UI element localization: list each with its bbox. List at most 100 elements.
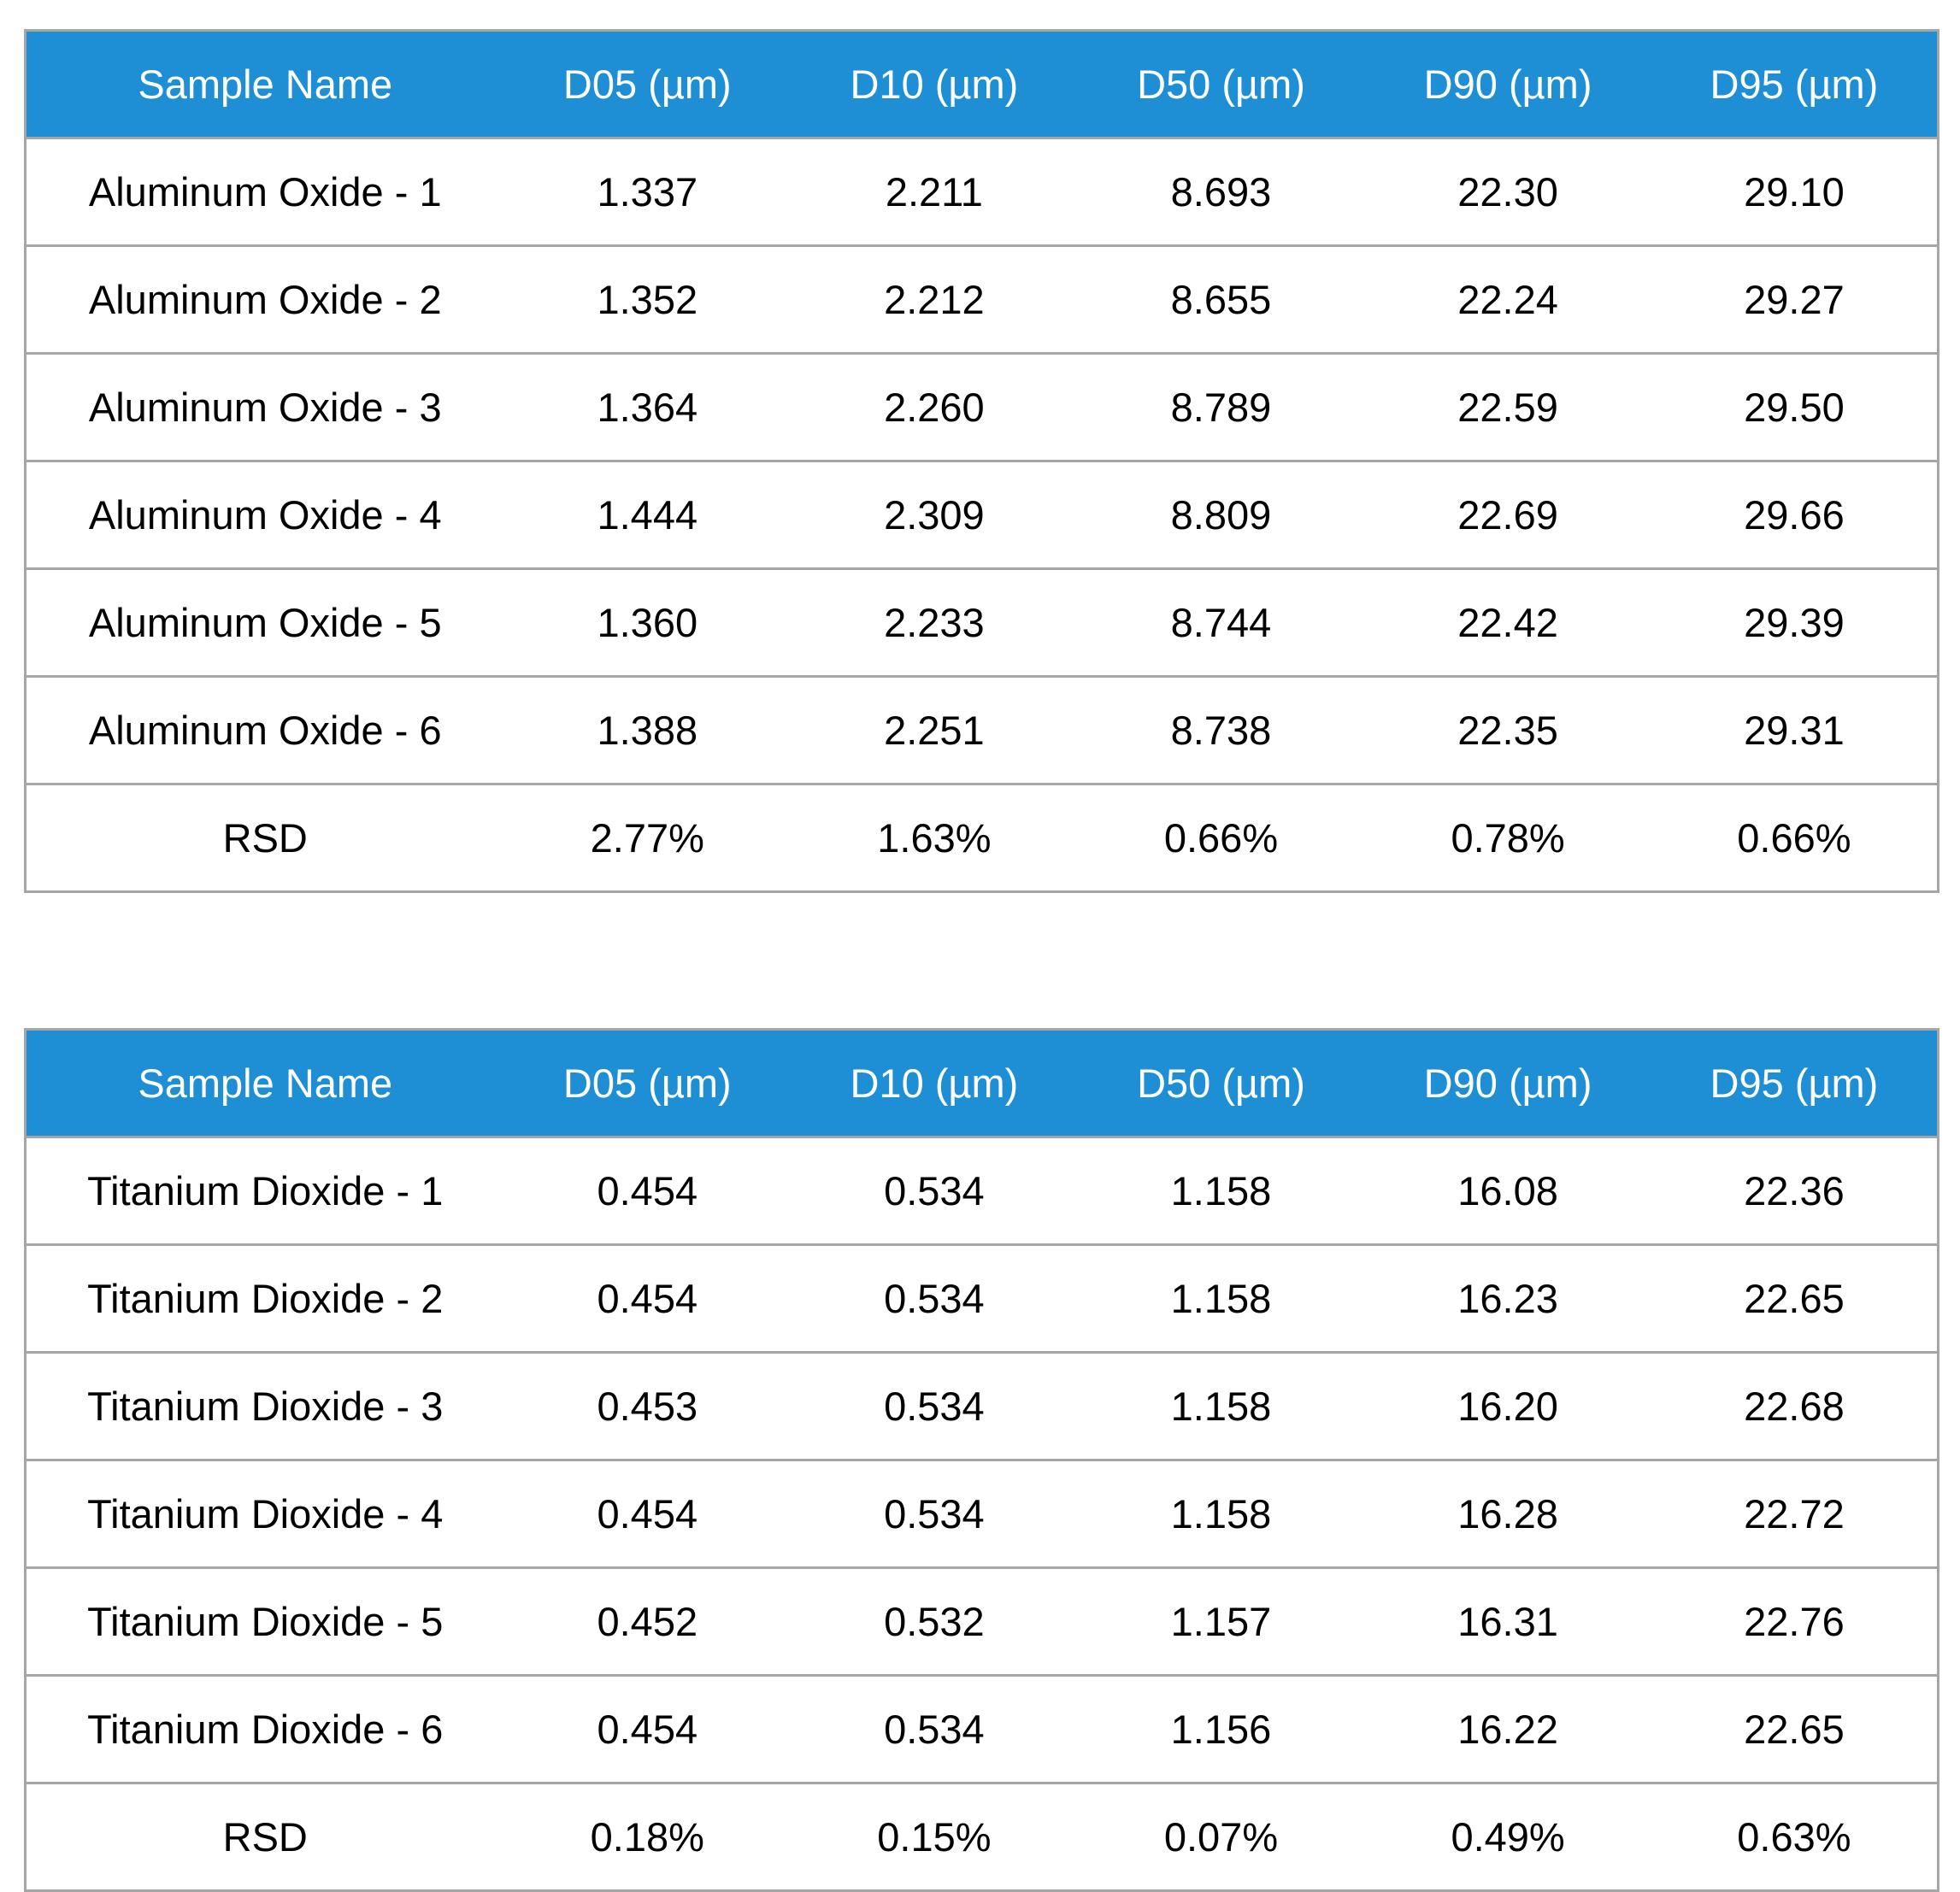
cell-rsd-d90: 0.78% [1364, 783, 1651, 892]
aluminum-oxide-table: Sample Name D05 (µm) D10 (µm) D50 (µm) D… [24, 29, 1939, 893]
cell-sample-name: Aluminum Oxide - 3 [25, 352, 504, 461]
cell-d90: 22.30 [1364, 137, 1651, 246]
cell-d10: 0.534 [791, 1351, 1078, 1460]
cell-sample-name: Aluminum Oxide - 2 [25, 244, 504, 354]
header-d95: D95 (µm) [1651, 1029, 1939, 1137]
cell-d95: 22.36 [1651, 1136, 1939, 1245]
header-d10: D10 (µm) [791, 30, 1078, 138]
cell-d95: 29.31 [1651, 675, 1939, 784]
table-row: Titanium Dioxide - 3 0.453 0.534 1.158 1… [25, 1351, 1939, 1460]
cell-d95: 29.10 [1651, 137, 1939, 246]
cell-d10: 2.211 [791, 137, 1078, 246]
cell-d05: 1.388 [503, 675, 792, 784]
header-d90: D90 (µm) [1364, 30, 1651, 138]
cell-d50: 8.655 [1077, 244, 1365, 354]
table-row: Titanium Dioxide - 2 0.454 0.534 1.158 1… [25, 1243, 1939, 1353]
cell-d50: 8.789 [1077, 352, 1365, 461]
table-row: Titanium Dioxide - 1 0.454 0.534 1.158 1… [25, 1136, 1939, 1245]
cell-d95: 29.50 [1651, 352, 1939, 461]
cell-d90: 16.20 [1364, 1351, 1651, 1460]
header-d90: D90 (µm) [1364, 1029, 1651, 1137]
cell-d95: 22.68 [1651, 1351, 1939, 1460]
cell-sample-name: Titanium Dioxide - 3 [25, 1351, 504, 1460]
table-row: Aluminum Oxide - 5 1.360 2.233 8.744 22.… [25, 567, 1939, 677]
table-row: Titanium Dioxide - 6 0.454 0.534 1.156 1… [25, 1674, 1939, 1783]
cell-d05: 0.453 [503, 1351, 792, 1460]
cell-d05: 1.364 [503, 352, 792, 461]
cell-d95: 22.72 [1651, 1459, 1939, 1568]
cell-rsd-d05: 2.77% [503, 783, 792, 892]
header-d95: D95 (µm) [1651, 30, 1939, 138]
header-d50: D50 (µm) [1077, 30, 1365, 138]
cell-d50: 1.158 [1077, 1243, 1365, 1353]
cell-d10: 0.534 [791, 1459, 1078, 1568]
cell-d05: 1.352 [503, 244, 792, 354]
cell-d10: 0.534 [791, 1243, 1078, 1353]
cell-d05: 0.452 [503, 1566, 792, 1676]
cell-d90: 16.23 [1364, 1243, 1651, 1353]
cell-d10: 0.534 [791, 1136, 1078, 1245]
cell-d50: 1.157 [1077, 1566, 1365, 1676]
cell-d05: 1.337 [503, 137, 792, 246]
header-sample-name: Sample Name [25, 30, 504, 138]
cell-sample-name: Aluminum Oxide - 5 [25, 567, 504, 677]
cell-sample-name: Aluminum Oxide - 4 [25, 460, 504, 569]
cell-d50: 8.693 [1077, 137, 1365, 246]
header-d10: D10 (µm) [791, 1029, 1078, 1137]
cell-d10: 2.260 [791, 352, 1078, 461]
cell-sample-name: Aluminum Oxide - 6 [25, 675, 504, 784]
header-d50: D50 (µm) [1077, 1029, 1365, 1137]
cell-d90: 16.31 [1364, 1566, 1651, 1676]
cell-d90: 16.08 [1364, 1136, 1651, 1245]
cell-d50: 1.158 [1077, 1351, 1365, 1460]
cell-d50: 1.156 [1077, 1674, 1365, 1783]
cell-d10: 0.534 [791, 1674, 1078, 1783]
cell-d50: 8.744 [1077, 567, 1365, 677]
cell-sample-name: Titanium Dioxide - 1 [25, 1136, 504, 1245]
cell-rsd-d50: 0.07% [1077, 1782, 1365, 1891]
table-row: Aluminum Oxide - 6 1.388 2.251 8.738 22.… [25, 675, 1939, 784]
cell-d05: 1.360 [503, 567, 792, 677]
cell-d90: 22.24 [1364, 244, 1651, 354]
header-d05: D05 (µm) [503, 30, 792, 138]
cell-d90: 22.42 [1364, 567, 1651, 677]
header-sample-name: Sample Name [25, 1029, 504, 1137]
cell-rsd-d90: 0.49% [1364, 1782, 1651, 1891]
cell-d10: 2.251 [791, 675, 1078, 784]
cell-d95: 29.66 [1651, 460, 1939, 569]
cell-d10: 2.212 [791, 244, 1078, 354]
header-d05: D05 (µm) [503, 1029, 792, 1137]
cell-d95: 29.27 [1651, 244, 1939, 354]
cell-sample-name: Titanium Dioxide - 2 [25, 1243, 504, 1353]
table-row: Aluminum Oxide - 1 1.337 2.211 8.693 22.… [25, 137, 1939, 246]
cell-d50: 1.158 [1077, 1136, 1365, 1245]
cell-d10: 0.532 [791, 1566, 1078, 1676]
cell-d95: 22.65 [1651, 1243, 1939, 1353]
table-header-row: Sample Name D05 (µm) D10 (µm) D50 (µm) D… [25, 30, 1939, 138]
cell-d90: 22.69 [1364, 460, 1651, 569]
cell-sample-name: Titanium Dioxide - 6 [25, 1674, 504, 1783]
table-row: Titanium Dioxide - 4 0.454 0.534 1.158 1… [25, 1459, 1939, 1568]
cell-d05: 1.444 [503, 460, 792, 569]
cell-rsd-d95: 0.63% [1651, 1782, 1939, 1891]
cell-d05: 0.454 [503, 1674, 792, 1783]
cell-d05: 0.454 [503, 1136, 792, 1245]
cell-rsd-d50: 0.66% [1077, 783, 1365, 892]
cell-rsd-d10: 1.63% [791, 783, 1078, 892]
cell-rsd-d10: 0.15% [791, 1782, 1078, 1891]
cell-d90: 22.59 [1364, 352, 1651, 461]
titanium-dioxide-table: Sample Name D05 (µm) D10 (µm) D50 (µm) D… [24, 1028, 1939, 1892]
cell-rsd-label: RSD [25, 783, 504, 892]
cell-sample-name: Titanium Dioxide - 5 [25, 1566, 504, 1676]
cell-sample-name: Aluminum Oxide - 1 [25, 137, 504, 246]
table-row: Aluminum Oxide - 2 1.352 2.212 8.655 22.… [25, 244, 1939, 354]
cell-d95: 29.39 [1651, 567, 1939, 677]
cell-d90: 16.28 [1364, 1459, 1651, 1568]
cell-d50: 8.738 [1077, 675, 1365, 784]
cell-d10: 2.233 [791, 567, 1078, 677]
cell-d90: 22.35 [1364, 675, 1651, 784]
cell-d50: 1.158 [1077, 1459, 1365, 1568]
cell-d05: 0.454 [503, 1459, 792, 1568]
rsd-row: RSD 2.77% 1.63% 0.66% 0.78% 0.66% [25, 783, 1939, 892]
table-header-row: Sample Name D05 (µm) D10 (µm) D50 (µm) D… [25, 1029, 1939, 1137]
